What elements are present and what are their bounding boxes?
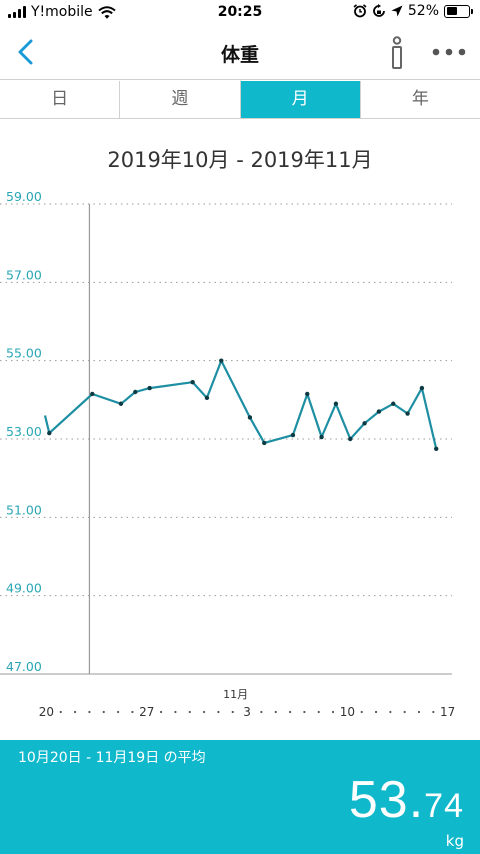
period-tabs: 日 週 月 年 (0, 81, 480, 119)
carrier-label: Y!mobile (31, 4, 93, 20)
average-period-label: 10月20日 - 11月19日 の平均 (18, 750, 206, 766)
x-tick-label: 17 (440, 705, 455, 719)
y-tick-label: 59.00 (6, 189, 42, 204)
data-point (118, 401, 124, 406)
x-tick-label: 27 (139, 705, 154, 719)
x-tick-dot (202, 710, 206, 714)
tab-week[interactable]: 週 (120, 81, 241, 118)
x-tick-dot (432, 710, 435, 714)
x-tick-dot (360, 710, 363, 714)
more-icon[interactable] (430, 40, 470, 64)
x-tick-dot (317, 710, 320, 714)
data-point (47, 430, 52, 436)
data-point (305, 391, 310, 397)
data-point (333, 401, 339, 406)
data-point (434, 446, 439, 451)
x-tick-dot (274, 710, 277, 714)
alarm-icon (353, 4, 367, 18)
data-point (204, 395, 210, 401)
y-tick-label: 53.00 (6, 424, 42, 439)
data-point (319, 434, 324, 440)
data-point (391, 401, 396, 406)
battery-icon (444, 4, 473, 18)
x-tick-label: 20 (39, 705, 54, 719)
x-tick-dot (131, 710, 134, 714)
data-point (405, 411, 410, 416)
data-point (219, 358, 224, 363)
x-tick-dot (389, 710, 392, 714)
month-label: 11月 (223, 688, 248, 701)
nav-bar: 体重 (0, 26, 480, 80)
data-point (247, 415, 253, 420)
average-unit: kg (445, 832, 464, 850)
status-right: 52% (353, 3, 473, 19)
chevron-left-icon[interactable] (12, 36, 42, 68)
average-value: 53.74 (349, 770, 464, 830)
status-time: 20:25 (217, 4, 263, 20)
tab-month[interactable]: 月 (240, 81, 361, 118)
data-point (190, 380, 195, 385)
x-tick-dot (231, 710, 234, 714)
wifi-icon (98, 5, 116, 19)
y-tick-label: 55.00 (6, 346, 42, 361)
x-tick-dot (417, 710, 421, 714)
data-point (147, 385, 152, 391)
x-tick-label: 10 (340, 705, 355, 719)
status-left: Y!mobile (8, 4, 116, 20)
x-tick-dot (288, 710, 292, 714)
weight-chart[interactable]: 59.00 57.00 55.00 53.00 51.00 49.00 47.00 20 27… (0, 180, 480, 735)
x-tick-dot (374, 710, 378, 714)
rotation-lock-icon (373, 4, 385, 17)
signal-icon (8, 6, 26, 18)
x-tick-dot (59, 710, 62, 714)
x-tick-dot (403, 710, 406, 714)
data-point (90, 391, 95, 397)
y-tick-label: 51.00 (6, 502, 42, 517)
x-tick-dot (88, 710, 91, 714)
average-value-int: 53. (348, 771, 425, 829)
average-panel: 10月20日 - 11月19日 の平均 53.74 kg (0, 740, 480, 854)
x-tick-dot (331, 710, 335, 714)
y-tick-label: 47.00 (6, 659, 42, 674)
x-tick-dot (217, 710, 220, 714)
average-value-dec: 74 (424, 787, 464, 825)
x-tick-label: 3 (243, 705, 251, 719)
x-tick-dot (174, 710, 177, 714)
x-tick-dot (73, 710, 77, 714)
battery-percent: 52% (407, 3, 439, 19)
data-point (376, 409, 382, 414)
date-range-title: 2019年10月 - 2019年11月 (107, 148, 373, 172)
data-point (262, 440, 267, 446)
data-point (362, 421, 367, 426)
data-point (348, 436, 353, 442)
data-point (133, 389, 138, 395)
page-title: 体重 (220, 44, 259, 66)
info-icon[interactable] (386, 36, 408, 70)
location-arrow-icon (391, 5, 403, 17)
y-tick-label: 57.00 (6, 267, 42, 282)
x-tick-dot (159, 710, 163, 714)
y-tick-label: 49.00 (6, 581, 42, 596)
x-tick-dot (260, 710, 263, 714)
weight-line (43, 359, 438, 450)
tab-day[interactable]: 日 (0, 81, 121, 118)
data-point (290, 432, 296, 438)
x-tick-dot (102, 710, 105, 714)
x-tick-dot (188, 710, 191, 714)
data-point (419, 385, 425, 391)
x-tick-dot (303, 710, 306, 714)
x-tick-dot (116, 710, 120, 714)
tab-year[interactable]: 年 (411, 89, 429, 109)
status-bar: Y!mobile 20:25 52% (0, 0, 480, 26)
